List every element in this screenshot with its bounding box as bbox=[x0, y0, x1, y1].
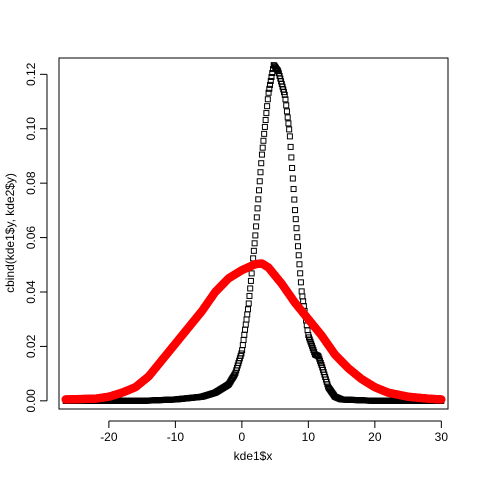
data-point bbox=[238, 350, 245, 357]
data-point bbox=[283, 108, 290, 115]
data-point bbox=[241, 331, 248, 338]
data-point bbox=[259, 144, 266, 151]
data-point bbox=[286, 126, 293, 133]
series-kde2 bbox=[61, 259, 446, 404]
data-point bbox=[265, 89, 272, 96]
data-point bbox=[281, 91, 288, 98]
data-point bbox=[256, 187, 263, 194]
data-point bbox=[247, 285, 254, 292]
y-axis: 0.00 0.02 0.04 0.06 0.08 0.10 0.12 bbox=[24, 62, 48, 413]
x-tick-label: -20 bbox=[100, 430, 118, 444]
data-point bbox=[262, 117, 269, 124]
data-point bbox=[295, 252, 302, 259]
y-tick-label: 0.02 bbox=[24, 334, 38, 358]
data-point bbox=[254, 205, 261, 212]
series-layer bbox=[61, 62, 446, 404]
data-point bbox=[437, 395, 446, 404]
data-point bbox=[253, 214, 260, 221]
x-tick-label: 10 bbox=[302, 430, 316, 444]
data-point bbox=[266, 85, 273, 92]
data-point bbox=[292, 216, 299, 223]
data-point bbox=[260, 137, 267, 144]
data-point bbox=[283, 102, 290, 109]
data-point bbox=[289, 164, 296, 171]
series-kde1 bbox=[62, 62, 445, 404]
data-point bbox=[240, 336, 247, 343]
data-point bbox=[287, 143, 294, 150]
data-point bbox=[258, 160, 265, 167]
data-point bbox=[255, 196, 262, 203]
data-point bbox=[294, 243, 301, 250]
y-tick-label: 0.00 bbox=[24, 389, 38, 413]
data-point bbox=[289, 175, 296, 182]
data-point bbox=[299, 293, 306, 300]
data-point bbox=[267, 81, 274, 88]
data-point bbox=[244, 311, 251, 318]
y-tick-label: 0.08 bbox=[24, 171, 38, 195]
data-point bbox=[297, 279, 304, 286]
data-point bbox=[253, 223, 260, 230]
data-point bbox=[247, 277, 254, 284]
data-point bbox=[242, 326, 249, 333]
data-point bbox=[296, 261, 303, 268]
data-point bbox=[239, 342, 246, 349]
data-point bbox=[300, 298, 307, 305]
y-tick-label: 0.06 bbox=[24, 226, 38, 250]
data-point bbox=[285, 120, 292, 127]
data-point bbox=[286, 133, 293, 140]
data-point bbox=[251, 240, 258, 247]
data-point bbox=[288, 154, 295, 161]
y-tick-label: 0.10 bbox=[24, 117, 38, 141]
data-point bbox=[298, 288, 305, 295]
data-point bbox=[294, 234, 301, 241]
data-point bbox=[267, 77, 274, 84]
x-tick-label: -10 bbox=[167, 430, 185, 444]
data-point bbox=[284, 114, 291, 121]
data-point bbox=[245, 300, 252, 307]
data-point bbox=[291, 196, 298, 203]
data-point bbox=[268, 73, 275, 80]
data-point bbox=[282, 96, 289, 103]
data-point bbox=[257, 169, 264, 176]
data-point bbox=[244, 306, 251, 313]
data-point bbox=[292, 207, 299, 214]
y-tick-label: 0.12 bbox=[24, 62, 38, 86]
data-point bbox=[263, 110, 270, 117]
data-point bbox=[297, 270, 304, 277]
y-tick-label: 0.04 bbox=[24, 280, 38, 304]
x-axis: -20 -10 0 10 20 30 bbox=[100, 420, 449, 444]
data-point bbox=[261, 130, 268, 137]
y-axis-label: cbind(kde1$y, kde2$y) bbox=[3, 173, 17, 293]
x-tick-label: 0 bbox=[239, 430, 246, 444]
data-point bbox=[256, 178, 263, 185]
data-point bbox=[304, 327, 311, 334]
data-point bbox=[248, 270, 255, 277]
data-point bbox=[250, 247, 257, 254]
data-point bbox=[231, 371, 238, 378]
data-point bbox=[293, 225, 300, 232]
x-tick-label: 30 bbox=[435, 430, 449, 444]
data-point bbox=[290, 186, 297, 193]
x-axis-label: kde1$x bbox=[234, 449, 273, 463]
data-point bbox=[261, 123, 268, 130]
data-point bbox=[243, 316, 250, 323]
data-point bbox=[258, 151, 265, 158]
plot-frame bbox=[58, 57, 449, 410]
data-point bbox=[246, 292, 253, 299]
data-point bbox=[274, 67, 281, 74]
data-point bbox=[264, 103, 271, 110]
data-point bbox=[252, 232, 259, 239]
data-point bbox=[264, 96, 271, 103]
x-tick-label: 20 bbox=[368, 430, 382, 444]
data-point bbox=[242, 321, 249, 328]
